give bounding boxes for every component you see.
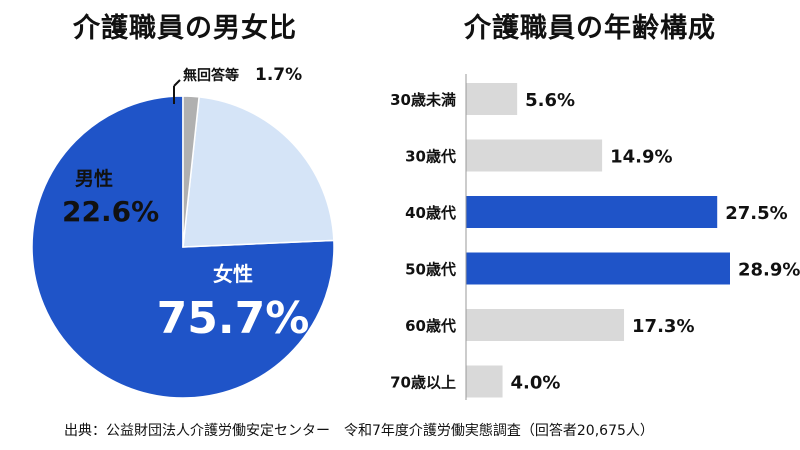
category-label: 30歳代 — [405, 148, 456, 166]
bar-chart-title: 介護職員の年齢構成 — [464, 13, 716, 44]
pie-value-label: 75.7% — [157, 293, 310, 344]
pie-slice — [182, 95, 200, 248]
pie-value-label: 22.6% — [62, 195, 159, 228]
data-label: 4.0% — [511, 373, 561, 394]
data-label: 28.9% — [738, 260, 800, 281]
pie-slice — [31, 95, 335, 399]
data-label: 17.3% — [632, 316, 694, 337]
bar — [466, 83, 518, 115]
category-label: 50歳代 — [405, 261, 456, 279]
pie-leader-line — [173, 79, 181, 87]
bar — [466, 252, 730, 285]
pie-label: 女性 — [213, 262, 253, 286]
data-label: 27.5% — [725, 203, 787, 224]
data-label: 5.6% — [525, 90, 575, 111]
category-label: 40歳代 — [405, 204, 456, 222]
bar — [466, 365, 503, 398]
category-label: 60歳代 — [405, 317, 456, 335]
category-label: 30歳未満 — [390, 91, 456, 109]
data-label: 14.9% — [610, 147, 672, 168]
source-note: 出典：公益財団法人介護労働安定センター 令和7年度介護労働実態調査（回答者20,… — [64, 423, 654, 439]
pie-label: 無回答等 — [183, 67, 239, 84]
bar — [466, 196, 718, 228]
bar — [466, 309, 625, 341]
category-label: 70歳以上 — [390, 374, 456, 392]
pie-label: 男性 — [75, 167, 113, 190]
bar — [466, 139, 603, 172]
pie-chart-title: 介護職員の男女比 — [73, 13, 297, 44]
pie-slice — [182, 96, 335, 248]
pie-value-label: 1.7% — [255, 65, 302, 85]
